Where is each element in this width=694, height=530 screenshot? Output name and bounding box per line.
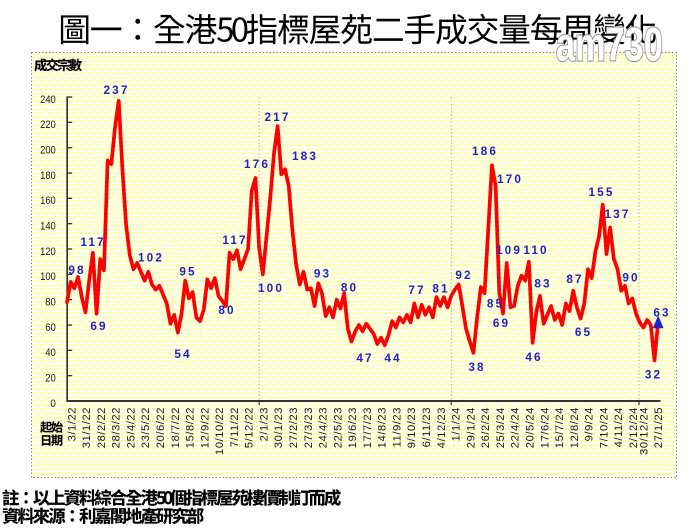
svg-text:140: 140 <box>40 221 56 233</box>
svg-text:12/9/22: 12/9/22 <box>199 407 211 448</box>
svg-text:28/2/22: 28/2/22 <box>96 407 108 448</box>
svg-text:40: 40 <box>45 347 56 359</box>
svg-text:32: 32 <box>645 368 662 382</box>
svg-text:11/9/23: 11/9/23 <box>391 407 403 447</box>
svg-text:83: 83 <box>534 277 551 291</box>
svg-text:240: 240 <box>40 94 56 106</box>
svg-text:22/5/23: 22/5/23 <box>332 407 344 448</box>
svg-text:110: 110 <box>523 243 548 257</box>
svg-text:15/8/22: 15/8/22 <box>185 407 197 448</box>
svg-text:28/3/22: 28/3/22 <box>111 407 123 448</box>
svg-text:25/3/24: 25/3/24 <box>495 407 507 448</box>
svg-text:80: 80 <box>218 303 235 317</box>
svg-text:20: 20 <box>45 373 56 385</box>
svg-text:20/6/22: 20/6/22 <box>155 407 167 448</box>
svg-text:183: 183 <box>292 149 318 163</box>
svg-text:120: 120 <box>40 246 56 258</box>
svg-text:93: 93 <box>314 267 331 281</box>
svg-text:180: 180 <box>40 170 56 182</box>
svg-text:87: 87 <box>566 272 583 286</box>
svg-text:65: 65 <box>575 325 592 339</box>
svg-text:14/8/23: 14/8/23 <box>377 407 389 448</box>
svg-text:17/6/24: 17/6/24 <box>539 407 551 448</box>
svg-text:30/1/23: 30/1/23 <box>273 407 285 448</box>
svg-text:38: 38 <box>468 360 485 374</box>
svg-text:69: 69 <box>90 319 107 333</box>
svg-text:0: 0 <box>50 398 55 410</box>
svg-text:100: 100 <box>40 271 56 283</box>
svg-text:102: 102 <box>138 251 164 265</box>
svg-text:12/8/24: 12/8/24 <box>569 407 581 448</box>
svg-text:95: 95 <box>179 265 196 279</box>
svg-text:80: 80 <box>341 281 358 295</box>
svg-text:46: 46 <box>525 350 542 364</box>
svg-text:26/2/24: 26/2/24 <box>480 407 492 448</box>
svg-text:80: 80 <box>45 297 56 309</box>
svg-text:98: 98 <box>68 263 85 277</box>
svg-text:19/6/23: 19/6/23 <box>347 407 359 448</box>
svg-text:30/12/24: 30/12/24 <box>638 407 650 455</box>
svg-text:10/10/22: 10/10/22 <box>214 407 226 455</box>
svg-text:155: 155 <box>589 185 615 199</box>
svg-text:5/12/22: 5/12/22 <box>244 407 256 448</box>
svg-text:2/12/24: 2/12/24 <box>628 407 640 448</box>
svg-text:25/4/22: 25/4/22 <box>125 407 137 448</box>
svg-text:54: 54 <box>174 347 191 361</box>
svg-text:47: 47 <box>356 351 373 365</box>
svg-text:44: 44 <box>384 351 401 365</box>
svg-text:170: 170 <box>497 172 523 186</box>
svg-text:24/4/23: 24/4/23 <box>318 407 330 448</box>
svg-text:1/1/24: 1/1/24 <box>451 407 463 441</box>
svg-text:18/7/22: 18/7/22 <box>170 407 182 448</box>
svg-text:100: 100 <box>258 281 284 295</box>
svg-text:160: 160 <box>40 195 56 207</box>
svg-text:9/10/23: 9/10/23 <box>406 407 418 448</box>
svg-text:22/4/24: 22/4/24 <box>510 407 522 448</box>
svg-text:69: 69 <box>493 316 510 330</box>
svg-text:220: 220 <box>40 119 56 131</box>
svg-text:7/10/24: 7/10/24 <box>598 407 610 448</box>
svg-text:27/3/23: 27/3/23 <box>303 407 315 448</box>
svg-text:60: 60 <box>45 322 56 334</box>
svg-text:81: 81 <box>432 282 449 296</box>
svg-text:31/1/22: 31/1/22 <box>81 407 93 448</box>
svg-text:27/1/25: 27/1/25 <box>653 407 665 448</box>
svg-text:237: 237 <box>104 83 130 97</box>
svg-text:3/1/22: 3/1/22 <box>66 407 78 441</box>
svg-text:4/11/24: 4/11/24 <box>613 407 625 447</box>
svg-text:85: 85 <box>487 297 504 311</box>
svg-text:29/1/24: 29/1/24 <box>465 407 477 448</box>
svg-text:9/9/24: 9/9/24 <box>584 407 596 441</box>
svg-text:2/1/23: 2/1/23 <box>258 407 270 441</box>
svg-text:137: 137 <box>605 207 631 221</box>
svg-text:20/5/24: 20/5/24 <box>524 407 536 448</box>
svg-text:109: 109 <box>496 243 522 257</box>
svg-text:77: 77 <box>408 283 425 297</box>
svg-text:117: 117 <box>80 235 105 249</box>
svg-text:27/2/23: 27/2/23 <box>288 407 300 448</box>
svg-text:63: 63 <box>653 306 670 320</box>
svg-text:200: 200 <box>40 145 56 157</box>
svg-text:6/11/23: 6/11/23 <box>421 407 433 447</box>
svg-text:117: 117 <box>222 233 247 247</box>
svg-text:176: 176 <box>244 157 270 171</box>
svg-text:15/7/24: 15/7/24 <box>554 407 566 448</box>
svg-text:92: 92 <box>455 268 472 282</box>
svg-text:17/7/23: 17/7/23 <box>362 407 374 448</box>
svg-text:186: 186 <box>472 144 498 158</box>
svg-text:90: 90 <box>622 271 639 285</box>
svg-text:23/5/22: 23/5/22 <box>140 407 152 448</box>
svg-text:7/11/22: 7/11/22 <box>229 407 241 447</box>
svg-text:4/12/23: 4/12/23 <box>436 407 448 448</box>
svg-text:am730: am730 <box>556 18 663 71</box>
svg-text:217: 217 <box>265 110 291 124</box>
